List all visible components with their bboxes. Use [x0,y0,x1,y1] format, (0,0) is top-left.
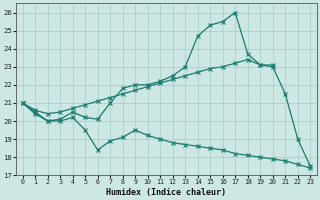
X-axis label: Humidex (Indice chaleur): Humidex (Indice chaleur) [107,188,227,197]
